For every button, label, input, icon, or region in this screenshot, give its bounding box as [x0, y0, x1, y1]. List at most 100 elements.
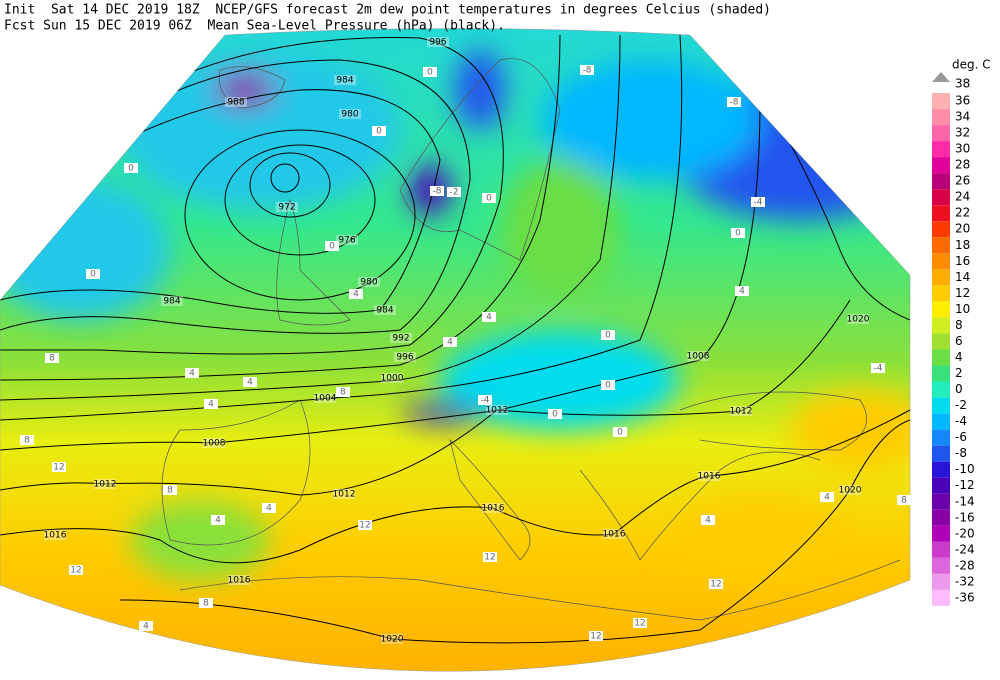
legend-label: -12 [955, 478, 975, 492]
dewpoint-label: -4 [874, 364, 883, 374]
legend-swatch [932, 365, 950, 382]
header-line-2: Fcst Sun 15 DEC 2019 06Z Mean Sea-Level … [4, 19, 505, 34]
legend-swatch [932, 445, 950, 462]
dewpoint-label: 0 [90, 270, 96, 280]
legend-label: 10 [955, 302, 970, 316]
dewpoint-label-bg [443, 337, 457, 347]
dewpoint-label: 4 [266, 504, 272, 514]
dewpoint-label: 4 [486, 313, 492, 323]
isobar-label-bg [276, 202, 298, 212]
dewpoint-label-bg [430, 186, 444, 196]
isobar-label-bg [44, 530, 66, 540]
legend-swatch [932, 333, 950, 350]
dewpoint-label: 0 [128, 164, 134, 174]
legend-label: 22 [955, 206, 970, 220]
legend-label: 20 [955, 222, 970, 236]
isobar-label: 1020 [839, 486, 862, 496]
isobar-label: 1020 [381, 635, 404, 645]
isobar-label: 996 [396, 353, 413, 363]
isobar-label-bg [839, 485, 861, 495]
dewpoint-label-bg [69, 565, 83, 575]
isobar-label-bg [698, 471, 720, 481]
dewpoint-label: 8 [49, 354, 55, 364]
dewpoint-label-bg [613, 427, 627, 437]
legend-swatch [932, 461, 950, 478]
dewpoint-label: 8 [901, 496, 907, 506]
legend-label: -14 [955, 494, 975, 508]
legend-label: 28 [955, 158, 970, 172]
isobar-label: 1012 [94, 480, 117, 490]
isobar-label: 988 [227, 98, 244, 108]
legend-label: -36 [955, 590, 975, 604]
legend-swatch [932, 429, 950, 446]
dewpoint-label-bg [727, 97, 741, 107]
isobar-label-bg [390, 333, 412, 343]
legend-swatch [932, 157, 950, 174]
dewpoint-label-bg [372, 126, 386, 136]
isobars [0, 34, 910, 644]
legend-swatch [932, 253, 950, 270]
legend-swatch [932, 589, 950, 606]
dewpoint-label-bg [124, 163, 138, 173]
legend-swatch [932, 509, 950, 526]
dewpoint-label: 0 [552, 410, 558, 420]
legend-label: 0 [955, 382, 963, 396]
dewpoint-label-bg [483, 552, 497, 562]
dewpoint-label: 12 [359, 521, 370, 531]
legend-swatch [932, 285, 950, 302]
legend-label: -4 [955, 414, 967, 428]
dewpoint-label-bg [52, 462, 66, 472]
dewpoint-label: -8 [433, 187, 442, 197]
dewpoint-label-bg [548, 409, 562, 419]
legend-swatch [932, 301, 950, 318]
legend-label: -32 [955, 574, 975, 588]
dewpoint-label: 12 [53, 463, 64, 473]
legend-label: -28 [955, 558, 975, 572]
isobar-label: 1016 [698, 472, 721, 482]
dewpoint-label: 4 [447, 338, 453, 348]
isobar-label: 1008 [687, 352, 710, 362]
dewpoint-label-bg [701, 515, 715, 525]
dewpoint-label: 4 [215, 516, 221, 526]
legend-label: 16 [955, 254, 970, 268]
dewpoint-label: 4 [208, 400, 214, 410]
legend-label: 34 [955, 110, 970, 124]
legend-swatch [932, 477, 950, 494]
isobar-label-bg [336, 235, 358, 245]
legend-top-label: 38 [955, 77, 970, 91]
dewpoint-label-bg [478, 395, 492, 405]
header-line-1: Init Sat 14 DEC 2019 18Z NCEP/GFS foreca… [4, 3, 771, 18]
legend-swatch [932, 349, 950, 366]
isobar-label-bg [394, 352, 416, 362]
legend-label: -6 [955, 430, 967, 444]
isobar-label: 1016 [603, 530, 626, 540]
dewpoint-label-bg [482, 312, 496, 322]
legend-swatch [932, 221, 950, 238]
isobar-label: 1016 [482, 504, 505, 514]
legend-swatch [932, 317, 950, 334]
dewpoint-label: 12 [484, 553, 495, 563]
isobar-label-bg [314, 393, 336, 403]
dewpoint-label: 0 [376, 127, 382, 137]
dewpoint-label: 12 [590, 632, 601, 642]
dewpoint-label: 0 [735, 229, 741, 239]
legend-label: 8 [955, 318, 963, 332]
dewpoint-label-bg [735, 286, 749, 296]
dewpoint-label-bg [447, 187, 461, 197]
legend-label: 2 [955, 366, 963, 380]
dewpoint-label: 0 [617, 428, 623, 438]
legend-swatch [932, 189, 950, 206]
isobar-label-bg [687, 351, 709, 361]
dewpoint-label: 4 [189, 369, 195, 379]
legend-label: 30 [955, 142, 970, 156]
dewpoint-label-bg [204, 399, 218, 409]
legend-label: -2 [955, 398, 967, 412]
isobar-label: 980 [360, 278, 377, 288]
dewpoint-label: 0 [486, 194, 492, 204]
isobar-label: 992 [392, 334, 409, 344]
legend-label: -10 [955, 462, 975, 476]
isobar-label: 1004 [314, 394, 337, 404]
legend-swatch [932, 237, 950, 254]
isobar-label: 1016 [44, 531, 67, 541]
dewpoint-label-bg [86, 269, 100, 279]
